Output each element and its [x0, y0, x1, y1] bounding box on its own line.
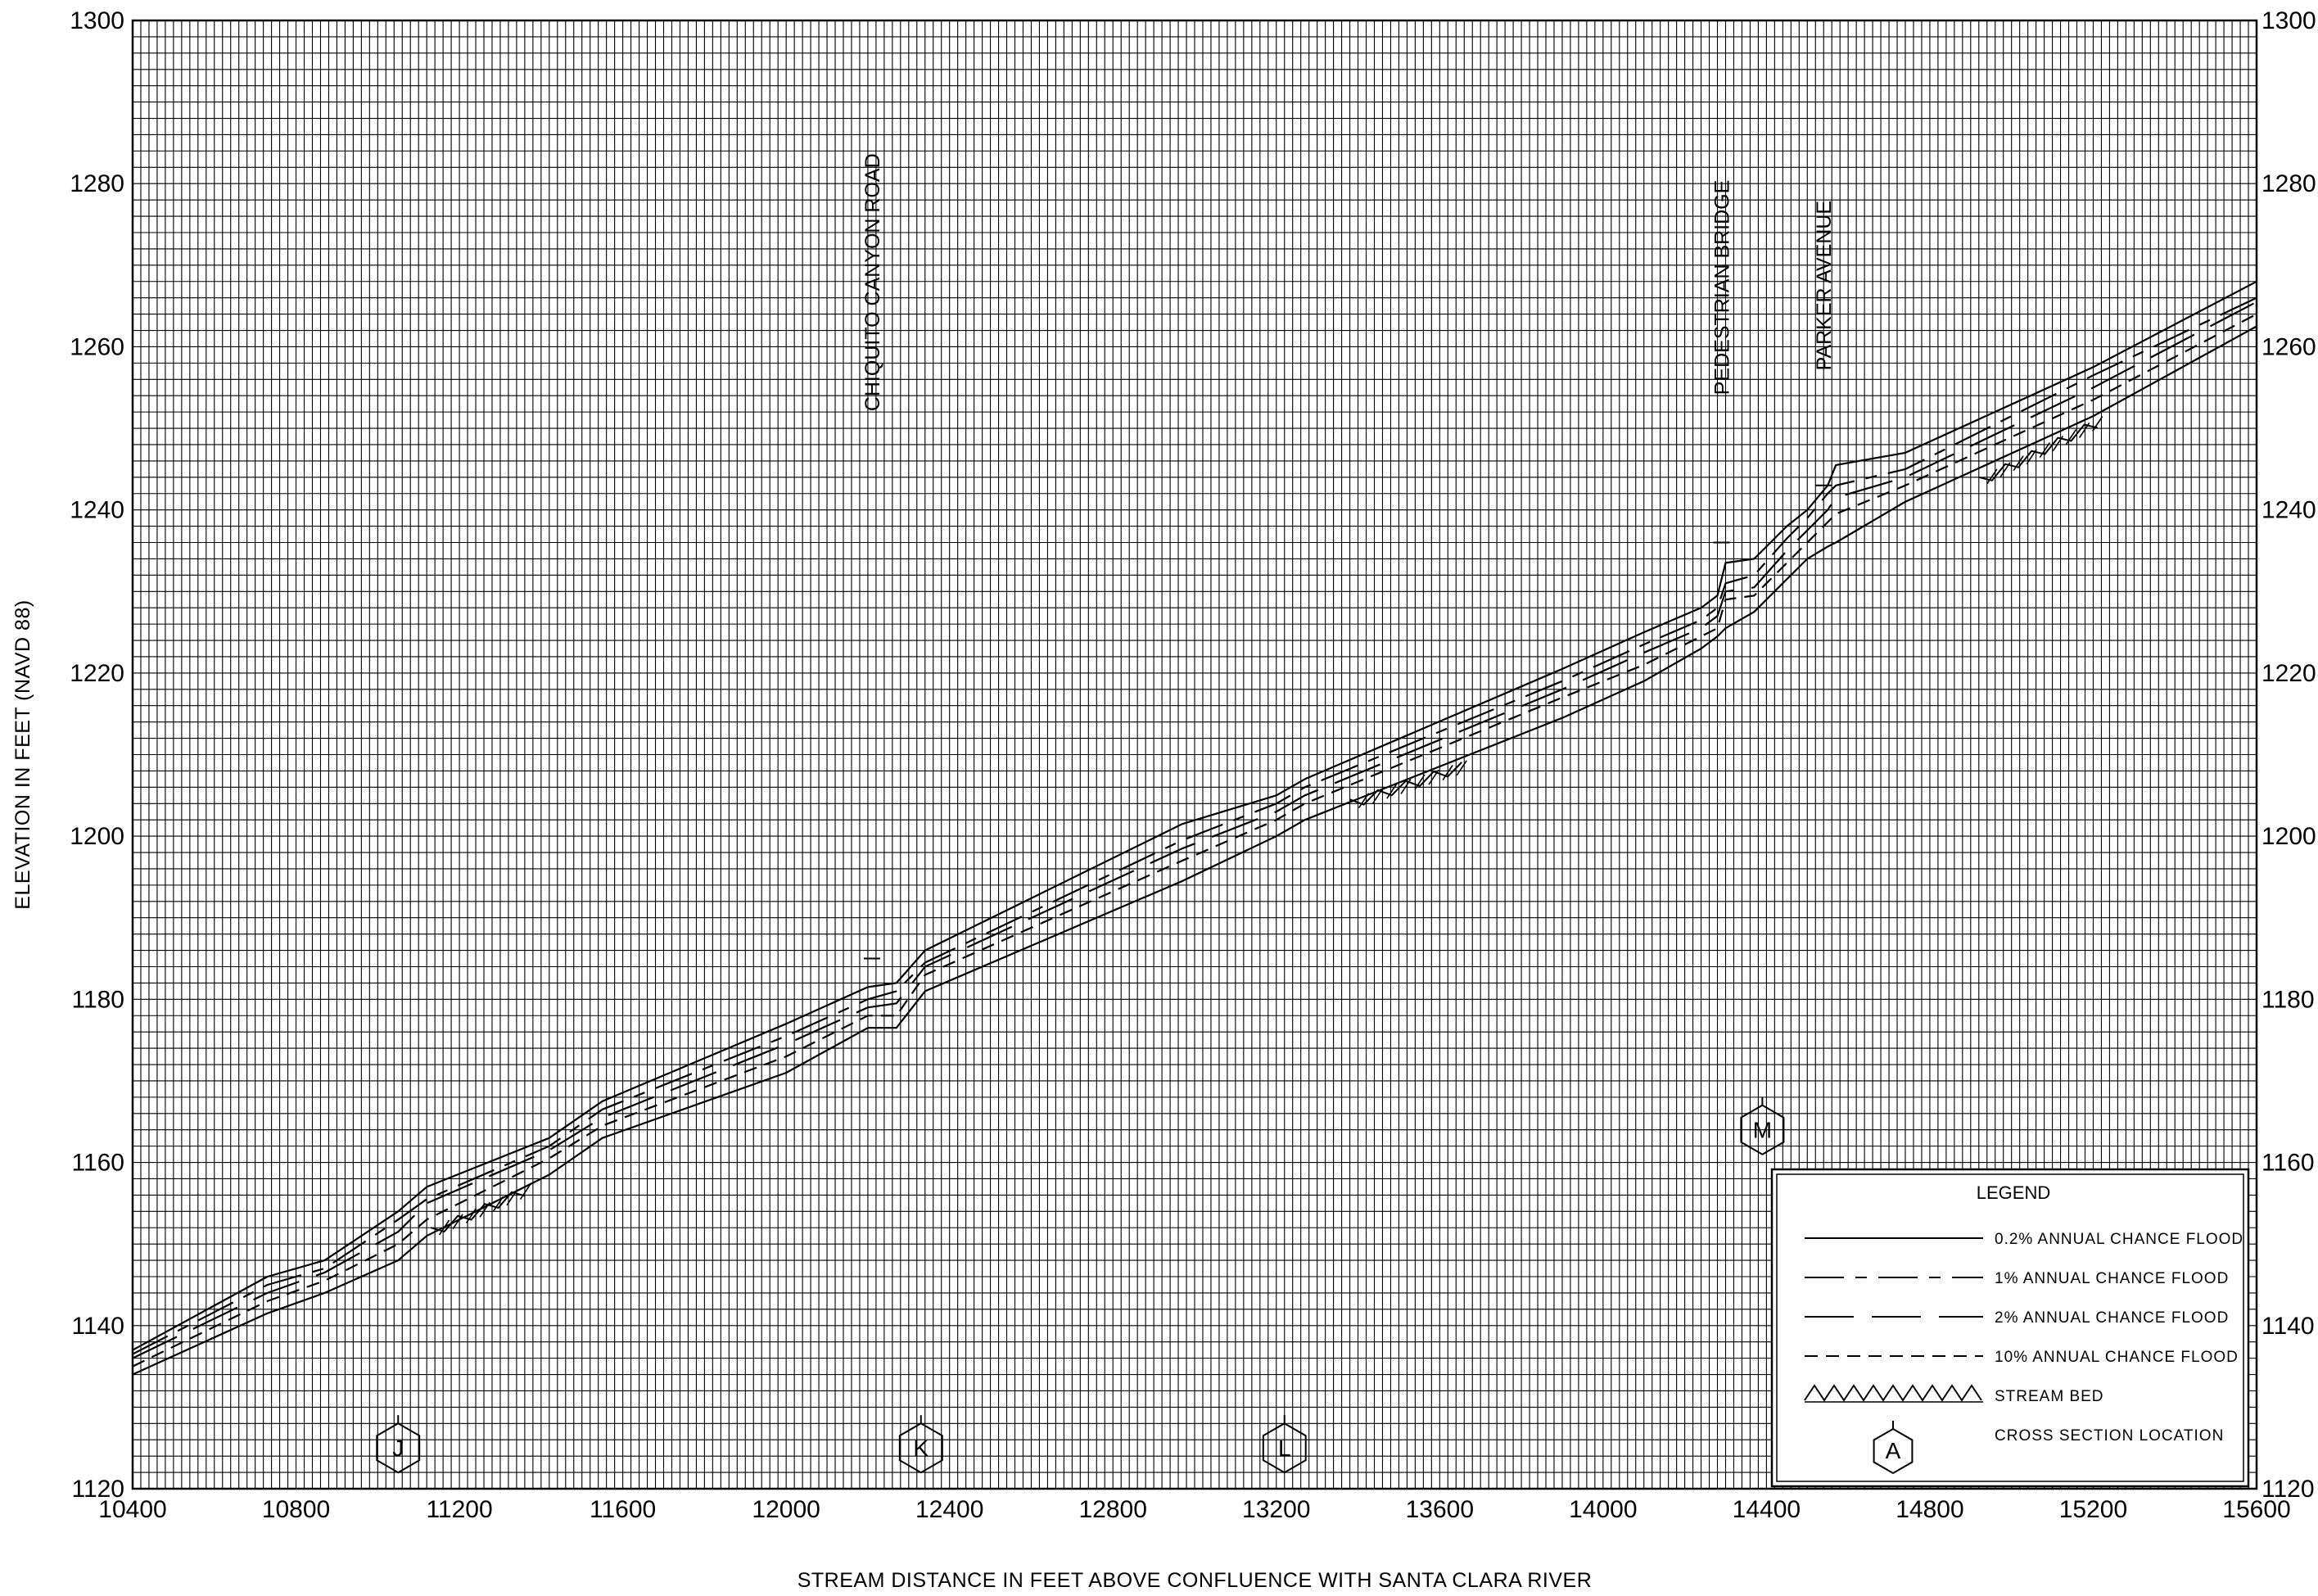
- stream-bed-hatch-ticks: [1358, 760, 1467, 809]
- legend-inner-border: [1776, 1173, 2244, 1482]
- x-tick-label: 10400: [98, 1496, 166, 1523]
- y-tick-label-right: 1180: [2262, 986, 2315, 1013]
- legend-label: 10% ANNUAL CHANCE FLOOD: [1995, 1349, 2239, 1366]
- x-tick-label: 10800: [262, 1496, 330, 1523]
- y-tick-label-right: 1120: [2262, 1476, 2315, 1503]
- cross-section-letter: J: [392, 1435, 404, 1461]
- x-tick-label: 11200: [426, 1496, 492, 1523]
- x-tick-label: 15200: [2059, 1496, 2127, 1523]
- legend-label: STREAM BED: [1995, 1388, 2104, 1405]
- x-tick-label: 14800: [1896, 1496, 1963, 1523]
- structure-label: CHIQUITO CANYON ROAD: [861, 153, 884, 411]
- legend-label: CROSS SECTION LOCATION: [1995, 1427, 2224, 1445]
- y-tick-label-left: 1280: [70, 170, 124, 197]
- legend-label: 0.2% ANNUAL CHANCE FLOOD: [1995, 1231, 2243, 1248]
- x-axis-title: STREAM DISTANCE IN FEET ABOVE CONFLUENCE…: [798, 1569, 1593, 1592]
- y-tick-label-right: 1240: [2262, 497, 2316, 524]
- x-tick-label: 12800: [1079, 1496, 1147, 1523]
- structure-label: PEDESTRIAN BRIDGE: [1711, 180, 1734, 396]
- cross-section-hexagon: [376, 1422, 421, 1474]
- y-tick-label-right: 1300: [2262, 7, 2316, 34]
- y-tick-label-left: 1200: [70, 823, 124, 850]
- x-tick-label: 15600: [2222, 1496, 2290, 1523]
- x-tick-label: 12000: [752, 1496, 820, 1523]
- legend-cross-section-letter: A: [1886, 1438, 1901, 1463]
- y-tick-label-right: 1260: [2262, 333, 2316, 360]
- x-tick-label: 12400: [915, 1496, 983, 1523]
- cross-section-hexagon: [898, 1422, 943, 1474]
- structure-label: PARKER AVENUE: [1813, 201, 1836, 370]
- y-tick-label-left: 1300: [70, 7, 124, 34]
- y-tick-label-left: 1220: [70, 660, 124, 687]
- y-tick-label-right: 1280: [2262, 170, 2316, 197]
- legend-hatch-symbol: [1804, 1384, 1982, 1402]
- legend-label: 1% ANNUAL CHANCE FLOOD: [1995, 1270, 2229, 1287]
- y-tick-label-left: 1140: [71, 1313, 124, 1340]
- legend-box: [1770, 1168, 2250, 1488]
- x-tick-label: 14000: [1569, 1496, 1637, 1523]
- legend-title: LEGEND: [1977, 1182, 2050, 1203]
- y-tick-label-right: 1200: [2262, 823, 2316, 850]
- legend-label: 2% ANNUAL CHANCE FLOOD: [1995, 1309, 2229, 1327]
- series-line-p1: [132, 296, 2257, 1355]
- stream-bed-hatch: [1978, 423, 2098, 482]
- y-tick-label-right: 1160: [2262, 1150, 2315, 1177]
- stream-bed-hatch: [1349, 762, 1462, 806]
- x-tick-label: 11600: [590, 1496, 656, 1523]
- legend: LEGEND 0.2% ANNUAL CHANCE FLOOD 1% ANNUAL…: [1770, 1168, 2250, 1488]
- series-line-p02: [132, 280, 2257, 1351]
- profile-lines: [132, 280, 2257, 1376]
- cross-section-letter: L: [1278, 1435, 1291, 1461]
- series-line-p2: [132, 301, 2257, 1359]
- y-axis-title: ELEVATION IN FEET (NAVD 88): [11, 599, 34, 909]
- stream-bed-hatching: [430, 416, 2103, 1236]
- cross-section-hexagon: [1262, 1422, 1307, 1474]
- legend-cross-section-hexagon: [1873, 1427, 1914, 1475]
- stream-bed-hatch: [430, 1191, 526, 1233]
- stream-bed-hatch-ticks: [438, 1184, 531, 1236]
- y-tick-label-right: 1220: [2262, 660, 2316, 687]
- y-tick-label-left: 1240: [70, 497, 124, 524]
- structures: CHIQUITO CANYON ROAD PEDESTRIAN BRIDGE PAR…: [861, 153, 1836, 960]
- cross-section-letter: M: [1753, 1118, 1772, 1143]
- plot-frame: [131, 19, 2258, 1490]
- tick-labels: 10400 10800 11200 11600 12000 12400 12800 13200…: [70, 7, 2316, 1523]
- y-tick-label-left: 1180: [71, 986, 124, 1013]
- legend-entries: 0.2% ANNUAL CHANCE FLOOD 1% ANNUAL CHANCE…: [1804, 1231, 2243, 1475]
- series-line-bed: [132, 325, 2257, 1376]
- stream-bed-hatch-ticks: [1986, 416, 2103, 485]
- x-tick-label: 13200: [1242, 1496, 1310, 1523]
- cross-section-markers: J K L M: [376, 1096, 1785, 1474]
- y-tick-label-left: 1260: [70, 333, 124, 360]
- x-tick-label: 14400: [1733, 1496, 1801, 1523]
- y-tick-label-left: 1160: [71, 1150, 124, 1177]
- y-tick-label-right: 1140: [2262, 1313, 2315, 1340]
- x-tick-label: 13600: [1406, 1496, 1474, 1523]
- y-tick-label-left: 1120: [71, 1476, 124, 1503]
- cross-section-hexagon: [1740, 1104, 1785, 1155]
- cross-section-letter: K: [913, 1435, 929, 1461]
